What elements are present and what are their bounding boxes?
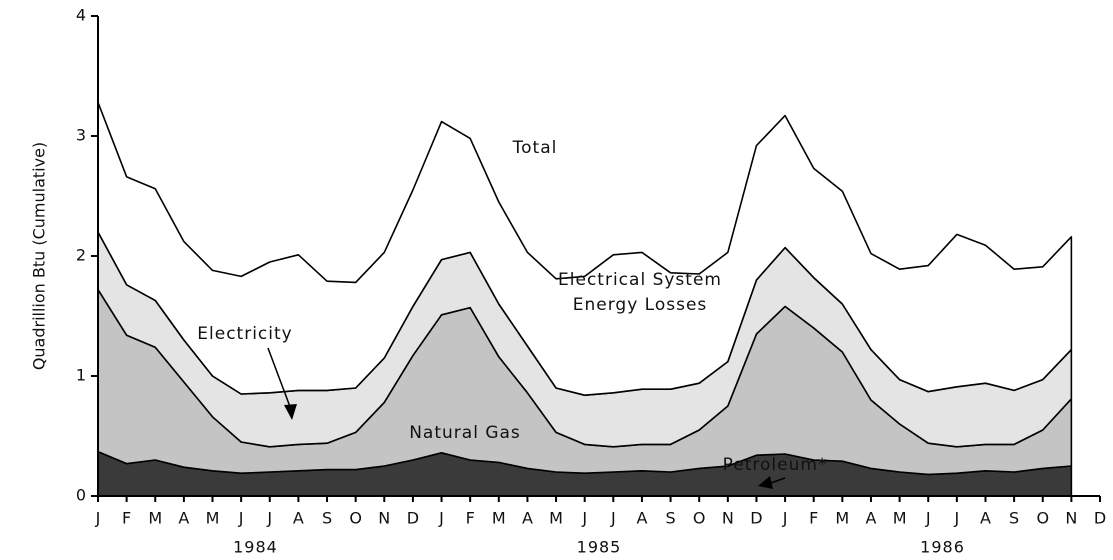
x-tick-label: A	[522, 509, 533, 528]
x-tick-label: A	[865, 509, 876, 528]
x-tick-label: N	[722, 509, 734, 528]
natural-gas-label: Natural Gas	[409, 423, 521, 443]
total-annotation: Total	[512, 138, 558, 158]
y-tick-label: 0	[76, 486, 86, 505]
x-tick-label: J	[925, 509, 931, 528]
x-tick-label: S	[1009, 509, 1019, 528]
electricity-arrow	[267, 347, 293, 413]
x-tick-label: J	[953, 509, 959, 528]
x-tick-label: M	[492, 509, 506, 528]
x-tick-label: F	[809, 509, 818, 528]
x-tick-label: M	[549, 509, 563, 528]
x-tick-label: A	[293, 509, 304, 528]
x-tick-label: D	[1094, 509, 1106, 528]
x-tick-label: J	[610, 509, 616, 528]
petroleum-arrowhead	[758, 476, 773, 489]
y-tick-label: 2	[76, 246, 86, 265]
electricity-arrowhead	[284, 404, 297, 420]
x-tick-label: O	[349, 509, 362, 528]
year-label: 1984	[233, 538, 278, 557]
x-tick-label: J	[95, 509, 101, 528]
x-tick-label: J	[782, 509, 788, 528]
year-label: 1986	[920, 538, 965, 557]
year-label: 1985	[577, 538, 622, 557]
x-tick-label: A	[980, 509, 991, 528]
x-tick-label: A	[178, 509, 189, 528]
x-tick-label: J	[438, 509, 444, 528]
x-tick-label: S	[322, 509, 332, 528]
y-tick-label: 3	[76, 126, 86, 145]
x-tick-label: M	[835, 509, 849, 528]
x-tick-label: F	[122, 509, 131, 528]
x-tick-label: M	[893, 509, 907, 528]
x-tick-label: J	[581, 509, 587, 528]
x-tick-label: N	[1065, 509, 1077, 528]
x-tick-label: M	[148, 509, 162, 528]
electricity-label: Electricity	[197, 324, 292, 344]
losses-label: Electrical System Energy Losses	[558, 270, 722, 315]
y-axis-label: Quadrillion Btu (Cumulative)	[30, 142, 49, 370]
x-tick-label: D	[407, 509, 419, 528]
x-tick-label: A	[636, 509, 647, 528]
x-tick-label: J	[266, 509, 272, 528]
y-tick-label: 4	[76, 6, 86, 25]
plot	[97, 16, 1100, 497]
x-tick-label: M	[206, 509, 220, 528]
x-tick-label: N	[378, 509, 390, 528]
x-tick-label: F	[466, 509, 475, 528]
x-tick-label: D	[750, 509, 762, 528]
x-tick-label: O	[693, 509, 706, 528]
x-tick-label: J	[238, 509, 244, 528]
y-tick-label: 1	[76, 366, 86, 385]
area	[97, 101, 1073, 396]
petroleum-label: Petroleum*	[723, 455, 828, 475]
x-tick-label: O	[1036, 509, 1049, 528]
x-tick-label: S	[665, 509, 675, 528]
